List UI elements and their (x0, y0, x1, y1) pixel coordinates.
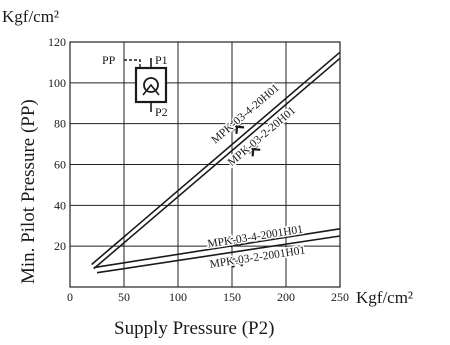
x-tick-label: 150 (223, 290, 241, 304)
y-tick-label: 20 (54, 239, 66, 253)
symbol-label-p2: P2 (155, 105, 168, 119)
x-axis-title: Supply Pressure (P2) (114, 318, 274, 339)
x-tick-label: 100 (169, 290, 187, 304)
series-lines (91, 51, 341, 274)
symbol-label-pp: PP (102, 53, 116, 67)
series-marker-icon (230, 255, 244, 268)
series-line-4 (96, 235, 341, 274)
valve-symbol: PP P1 P2 (102, 53, 168, 119)
series-labels: MPK-03-4-20H01MPK-03-2-20H01MPK-03-4-200… (205, 80, 308, 272)
series-line-3 (93, 228, 341, 269)
y-tick-label: 40 (54, 198, 66, 212)
check-ball-icon (143, 77, 159, 93)
series-marker-icon (229, 119, 245, 134)
y-tick-label: 60 (54, 158, 66, 172)
pilot-line (124, 59, 141, 68)
grid (70, 42, 340, 287)
x-tick-label: 200 (277, 290, 295, 304)
check-seat-icon (142, 83, 160, 96)
x-unit-label: Kgf/cm² (356, 288, 413, 307)
series-marker-icon (246, 142, 261, 157)
x-tick-label: 0 (67, 290, 73, 304)
y-tick-label: 120 (48, 35, 66, 49)
series-marker-icon (228, 234, 242, 248)
symbol-label-p1: P1 (155, 53, 168, 67)
y-unit-label: Kgf/cm² (2, 7, 59, 26)
series-line-2 (93, 57, 341, 270)
y-axis-title: Min. Pilot Pressure (PP) (18, 99, 39, 284)
x-tick-label: 250 (331, 290, 349, 304)
series-label-1: MPK-03-4-20H01 (209, 82, 282, 146)
plot-frame (69, 41, 341, 288)
x-tick-label: 50 (118, 290, 130, 304)
series-line-1 (91, 51, 341, 266)
tick-labels: 0 50 100 150 200 250 20 40 60 80 100 120 (48, 35, 349, 304)
y-tick-label: 80 (54, 117, 66, 131)
y-tick-label: 100 (48, 76, 66, 90)
